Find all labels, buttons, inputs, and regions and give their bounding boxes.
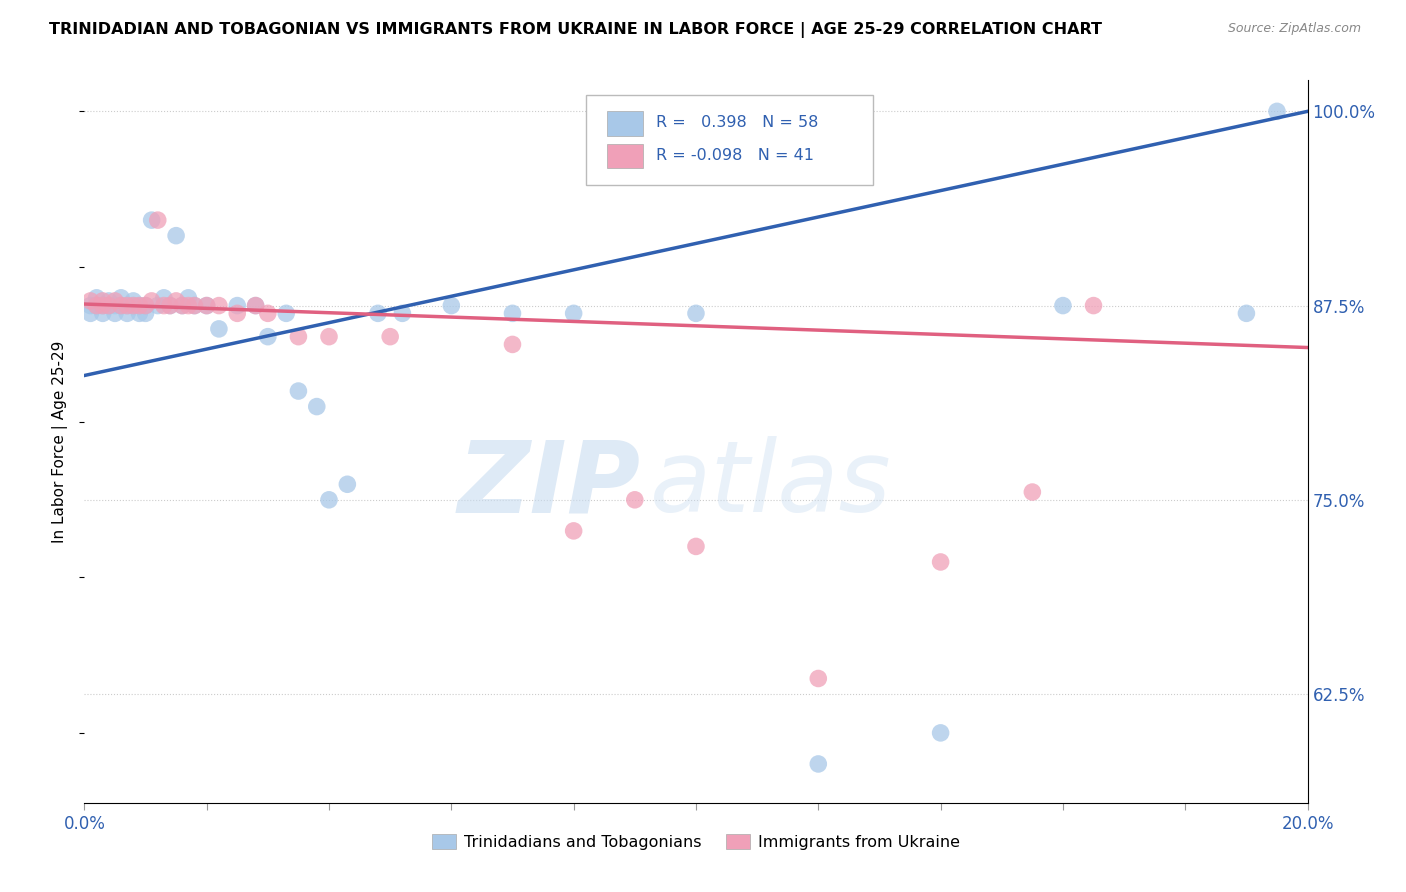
Point (195, 299, 218, 313)
Point (153, 299, 176, 313)
Point (336, 477, 359, 491)
Point (91, 293, 114, 308)
Point (165, 293, 187, 308)
Point (104, 306, 127, 320)
Point (115, 299, 138, 313)
Point (122, 293, 145, 308)
Point (287, 329, 309, 343)
Point (177, 291, 200, 305)
Point (195, 299, 218, 313)
Text: atlas: atlas (650, 436, 891, 533)
Point (86, 299, 108, 313)
Point (97, 293, 120, 308)
Point (135, 299, 157, 313)
Point (1021, 485, 1043, 500)
Point (172, 299, 194, 313)
FancyBboxPatch shape (606, 144, 644, 169)
Point (245, 299, 267, 313)
Point (1265, 104, 1288, 119)
Point (110, 299, 132, 313)
Point (318, 492, 340, 507)
Point (257, 306, 280, 320)
Point (1052, 299, 1074, 313)
Point (91, 299, 114, 313)
Point (110, 299, 132, 313)
Point (79, 299, 101, 313)
Point (624, 492, 647, 507)
Point (318, 329, 340, 343)
Point (115, 306, 138, 320)
Point (440, 299, 463, 313)
Point (226, 299, 249, 313)
Point (165, 228, 187, 243)
Point (86, 299, 108, 313)
Point (562, 524, 585, 538)
Point (502, 306, 524, 320)
FancyBboxPatch shape (606, 112, 644, 136)
Y-axis label: In Labor Force | Age 25-29: In Labor Force | Age 25-29 (52, 341, 69, 542)
Point (208, 299, 231, 313)
Text: Source: ZipAtlas.com: Source: ZipAtlas.com (1227, 22, 1361, 36)
Point (183, 299, 205, 313)
Point (128, 299, 150, 313)
Point (122, 299, 145, 313)
Point (146, 213, 169, 227)
Point (115, 299, 138, 313)
Point (141, 213, 163, 227)
Point (159, 299, 181, 313)
Point (276, 306, 298, 320)
Point (79, 293, 101, 308)
Point (135, 299, 157, 313)
Point (380, 329, 402, 343)
Point (159, 299, 181, 313)
Text: R = -0.098   N = 41: R = -0.098 N = 41 (655, 148, 814, 163)
Point (110, 291, 132, 305)
Point (257, 329, 280, 343)
Point (86, 291, 108, 305)
Point (287, 384, 309, 398)
Point (929, 726, 952, 740)
Point (367, 306, 389, 320)
Point (391, 306, 413, 320)
Point (1083, 299, 1105, 313)
Point (128, 306, 150, 320)
FancyBboxPatch shape (586, 95, 873, 185)
Point (135, 306, 157, 320)
Point (1236, 306, 1258, 320)
Point (208, 322, 231, 336)
Point (104, 293, 127, 308)
Point (807, 672, 830, 686)
Text: ZIP: ZIP (458, 436, 641, 533)
Point (502, 337, 524, 351)
Point (929, 555, 952, 569)
Point (177, 299, 200, 313)
Point (685, 540, 707, 554)
Point (79, 306, 101, 320)
Legend: Trinidadians and Tobagonians, Immigrants from Ukraine: Trinidadians and Tobagonians, Immigrants… (426, 828, 966, 856)
Point (685, 306, 707, 320)
Point (128, 299, 150, 313)
Point (172, 299, 194, 313)
Point (97, 299, 120, 313)
Point (245, 299, 267, 313)
Point (153, 291, 176, 305)
Point (305, 400, 328, 414)
Point (146, 299, 169, 313)
Point (807, 756, 830, 771)
Point (91, 299, 114, 313)
Point (97, 299, 120, 313)
Point (91, 306, 114, 320)
Text: TRINIDADIAN AND TOBAGONIAN VS IMMIGRANTS FROM UKRAINE IN LABOR FORCE | AGE 25-29: TRINIDADIAN AND TOBAGONIAN VS IMMIGRANTS… (49, 22, 1102, 38)
Point (122, 299, 145, 313)
Point (226, 306, 249, 320)
Point (183, 299, 205, 313)
Point (562, 306, 585, 320)
Text: R =   0.398   N = 58: R = 0.398 N = 58 (655, 115, 818, 130)
Point (104, 299, 127, 313)
Point (141, 293, 163, 308)
